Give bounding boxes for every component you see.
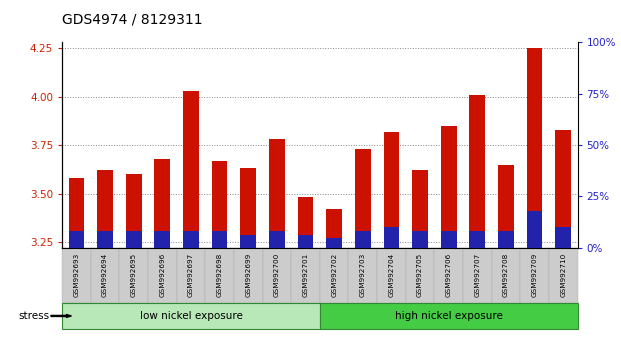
Bar (183, 91, 199, 248)
Bar (240, 169, 256, 248)
Text: GSM992693: GSM992693 (73, 253, 79, 297)
Bar (412, 170, 428, 248)
Bar (498, 165, 514, 248)
Bar (527, 48, 543, 248)
Text: GSM992699: GSM992699 (245, 253, 252, 297)
Bar (555, 227, 571, 248)
Bar (269, 139, 285, 248)
Bar (326, 238, 342, 248)
Text: GSM992694: GSM992694 (102, 253, 108, 297)
Text: GSM992701: GSM992701 (302, 253, 309, 297)
Text: GSM992708: GSM992708 (503, 253, 509, 297)
Bar (555, 130, 571, 248)
Bar (68, 178, 84, 248)
Text: high nickel exposure: high nickel exposure (395, 311, 502, 321)
Bar (183, 232, 199, 248)
Bar (355, 149, 371, 248)
Text: GSM992709: GSM992709 (532, 253, 538, 297)
Text: GSM992702: GSM992702 (331, 253, 337, 297)
Bar (412, 232, 428, 248)
Text: GSM992698: GSM992698 (217, 253, 222, 297)
Bar (269, 232, 285, 248)
Bar (527, 211, 543, 248)
Bar (126, 232, 142, 248)
Bar (97, 232, 113, 248)
Text: GDS4974 / 8129311: GDS4974 / 8129311 (62, 12, 202, 27)
Text: GSM992706: GSM992706 (446, 253, 451, 297)
Bar (212, 161, 227, 248)
Bar (498, 232, 514, 248)
Text: GSM992705: GSM992705 (417, 253, 423, 297)
Bar (97, 170, 113, 248)
Bar (469, 95, 485, 248)
Bar (297, 235, 314, 248)
Bar (126, 174, 142, 248)
Bar (297, 198, 314, 248)
Bar (384, 132, 399, 248)
Text: GSM992704: GSM992704 (388, 253, 394, 297)
Text: GSM992707: GSM992707 (474, 253, 480, 297)
Text: GSM992703: GSM992703 (360, 253, 366, 297)
Bar (68, 232, 84, 248)
Bar (240, 235, 256, 248)
Text: GSM992697: GSM992697 (188, 253, 194, 297)
Bar (441, 232, 456, 248)
Text: GSM992710: GSM992710 (560, 253, 566, 297)
Text: GSM992700: GSM992700 (274, 253, 280, 297)
Bar (155, 159, 170, 248)
Text: stress: stress (19, 311, 50, 321)
Bar (326, 209, 342, 248)
Bar (469, 232, 485, 248)
Text: GSM992695: GSM992695 (130, 253, 137, 297)
Text: low nickel exposure: low nickel exposure (140, 311, 242, 321)
Bar (355, 232, 371, 248)
Bar (155, 232, 170, 248)
Bar (441, 126, 456, 248)
Bar (212, 232, 227, 248)
Bar (384, 227, 399, 248)
Text: GSM992696: GSM992696 (160, 253, 165, 297)
